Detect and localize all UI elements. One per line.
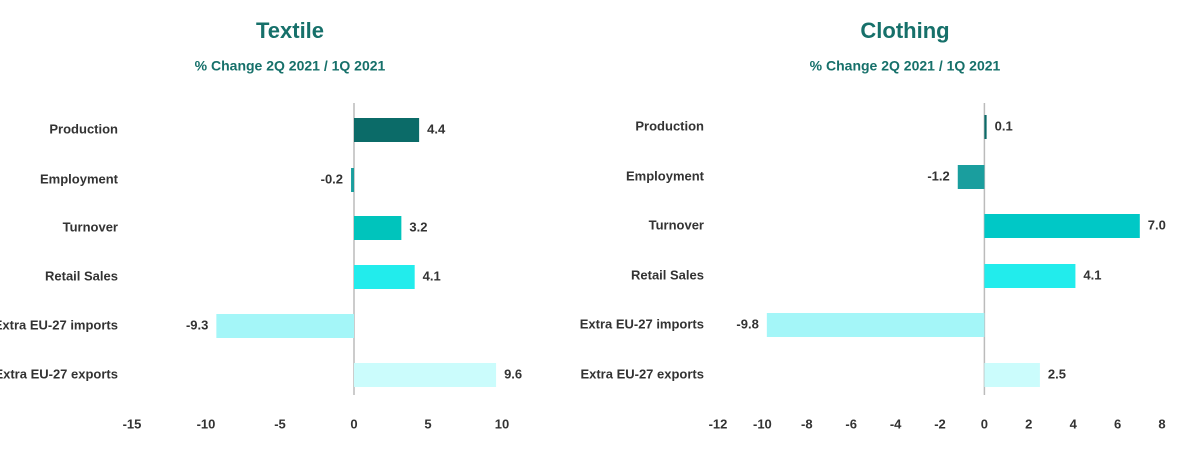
bar: [984, 363, 1040, 387]
x-tick-label: -8: [801, 416, 813, 431]
chart-subtitle: % Change 2Q 2021 / 1Q 2021: [810, 58, 1001, 74]
category-label: Extra EU-27 exports: [0, 366, 118, 381]
chart-title: Textile: [256, 18, 324, 43]
x-tick-label: 10: [495, 416, 509, 431]
value-label: 7.0: [1148, 217, 1166, 232]
x-tick-label: 0: [350, 416, 357, 431]
bar: [957, 165, 985, 189]
bar: [216, 314, 354, 338]
value-label: -9.8: [736, 316, 758, 331]
x-tick-label: 8: [1158, 416, 1165, 431]
x-tick-label: 6: [1114, 416, 1121, 431]
value-label: -1.2: [927, 168, 949, 183]
x-tick-label: 2: [1025, 416, 1032, 431]
chart-title: Clothing: [860, 18, 949, 43]
x-tick-label: -10: [197, 416, 216, 431]
x-tick-label: -2: [934, 416, 946, 431]
x-tick-label: -5: [274, 416, 286, 431]
value-label: 4.1: [423, 268, 441, 283]
category-label: Production: [635, 118, 704, 133]
category-label: Employment: [40, 171, 119, 186]
bar: [351, 168, 354, 192]
x-tick-label: 0: [981, 416, 988, 431]
category-label: Turnover: [649, 217, 704, 232]
x-tick-label: -15: [123, 416, 142, 431]
x-tick-label: 5: [424, 416, 431, 431]
value-label: 4.4: [427, 121, 446, 136]
category-label: Extra EU-27 exports: [580, 366, 704, 381]
value-label: 9.6: [504, 366, 522, 381]
value-label: 0.1: [995, 118, 1013, 133]
value-label: 4.1: [1083, 267, 1101, 282]
x-tick-label: -4: [890, 416, 902, 431]
bar: [984, 264, 1076, 288]
bar: [984, 115, 987, 139]
bar: [984, 214, 1140, 238]
bar: [766, 313, 985, 337]
category-label: Retail Sales: [45, 268, 118, 283]
value-label: -0.2: [321, 171, 343, 186]
value-label: 2.5: [1048, 366, 1066, 381]
chart-subtitle: % Change 2Q 2021 / 1Q 2021: [195, 58, 386, 74]
bar: [354, 118, 420, 142]
category-label: Retail Sales: [631, 267, 704, 282]
value-label: -9.3: [186, 317, 208, 332]
bar: [354, 265, 415, 289]
value-label: 3.2: [409, 219, 427, 234]
x-tick-label: -10: [753, 416, 772, 431]
category-label: Employment: [626, 168, 705, 183]
x-tick-label: -12: [709, 416, 728, 431]
x-tick-label: -6: [845, 416, 857, 431]
category-label: Turnover: [63, 219, 118, 234]
category-label: Extra EU-27 imports: [580, 316, 704, 331]
x-tick-label: 4: [1070, 416, 1078, 431]
bar: [354, 216, 402, 240]
category-label: Production: [49, 121, 118, 136]
category-label: Extra EU-27 imports: [0, 317, 118, 332]
bar: [354, 363, 497, 387]
